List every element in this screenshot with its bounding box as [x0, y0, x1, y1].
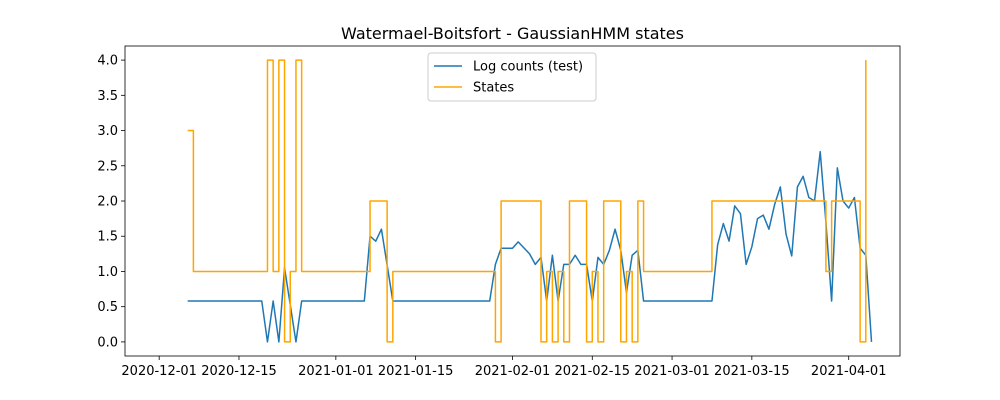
y-tick-label: 0.0 [97, 335, 118, 350]
x-tick-label: 2020-12-15 [201, 364, 277, 379]
y-tick-label: 2.5 [97, 159, 118, 174]
x-tick-label: 2021-03-01 [634, 364, 710, 379]
y-tick-label: 1.0 [97, 265, 118, 280]
x-tick-label: 2021-01-15 [378, 364, 454, 379]
x-axis: 2020-12-01 2020-12-15 2021-01-01 2021-01-15… [121, 356, 886, 379]
legend-label-states: States [473, 81, 514, 96]
y-tick-label: 1.5 [97, 230, 118, 245]
series-line-log-counts [187, 150, 873, 343]
x-tick-label: 2021-03-15 [714, 364, 790, 379]
y-tick-label: 3.0 [97, 124, 118, 139]
x-tick-label: 2020-12-01 [121, 364, 197, 379]
y-tick-label: 3.5 [97, 89, 118, 104]
series-line-states [187, 59, 867, 343]
chart-title: Watermael-Boitsfort - GaussianHMM states [341, 24, 684, 43]
legend-label-log-counts: Log counts (test) [473, 60, 583, 75]
x-tick-label: 2021-04-01 [811, 364, 887, 379]
y-tick-label: 4.0 [97, 54, 118, 69]
y-axis: 0.0 0.5 1.0 1.5 2.0 2.5 3.0 3.5 4.0 [97, 54, 125, 350]
y-tick-label: 2.0 [97, 195, 118, 210]
x-tick-label: 2021-01-01 [298, 364, 374, 379]
x-tick-label: 2021-02-01 [475, 364, 551, 379]
legend-box [427, 52, 597, 102]
x-tick-label: 2021-02-15 [554, 364, 630, 379]
legend: Log counts (test) States [427, 52, 597, 102]
y-tick-label: 0.5 [97, 300, 118, 315]
